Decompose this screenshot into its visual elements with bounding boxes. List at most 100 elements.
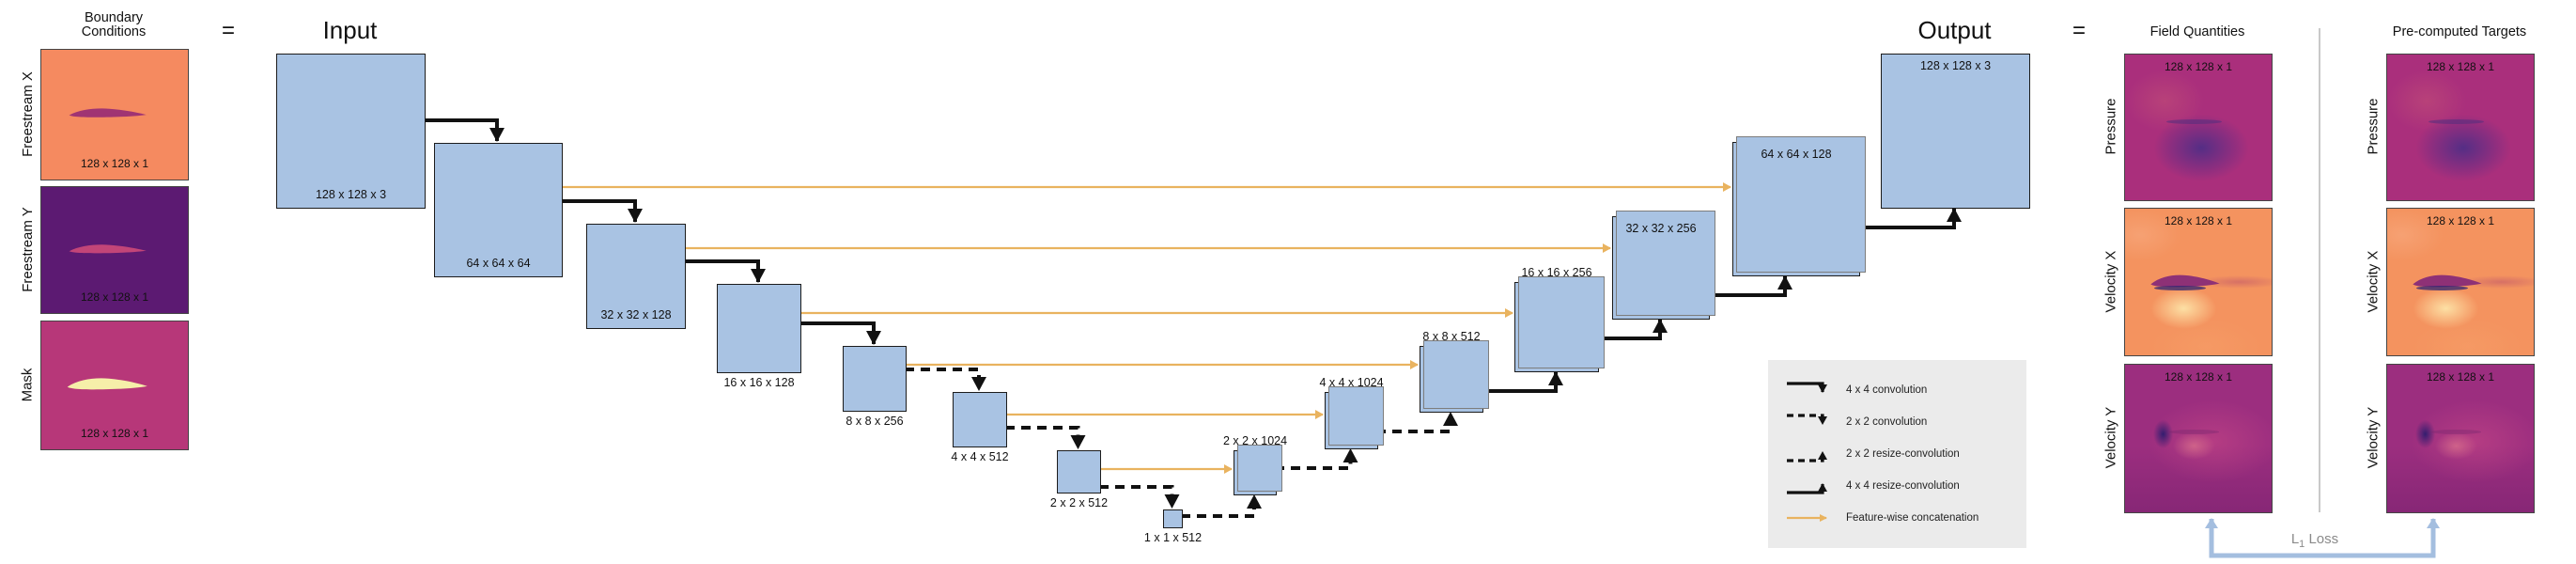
legend-box: 4 x 4 convolution 2 x 2 convolution 2 x … [1768,360,2026,548]
block-dims: 16 x 16 x 128 [723,376,795,389]
output-title: Output [1917,16,1992,44]
dims-label: 128 x 128 x 1 [2164,370,2233,384]
arrow-conv4-enc16-enc8 [799,321,881,345]
fq-velocity-y-image: 128 x 128 x 1 [2124,364,2273,513]
legend-label: 4 x 4 resize-convolution [1846,480,1960,492]
airfoil-shape [2430,430,2481,434]
legend-item-concat: Feature-wise concatenation [1785,502,2026,534]
block-dims: 32 x 32 x 256 [1625,222,1697,235]
arrow-resize2-dec2-dec4 [1275,448,1358,470]
block-dec-64: 64 x 64 x 128 [1732,142,1860,276]
block-dec-16: 16 x 16 x 256 [1514,266,1599,372]
legend-label: Feature-wise concatenation [1846,512,1979,524]
conv4-arrow-icon [1787,382,1827,393]
block-dims: 8 x 8 x 256 [846,415,904,428]
concat-arrow-icon [1787,514,1827,522]
block-dec-2: 2 x 2 x 1024 [1223,434,1287,495]
arrow-conv2-enc2-bottleneck [1099,485,1180,509]
arrow-conv4-enc64-enc32 [561,199,643,223]
block-enc-64: 64 x 64 x 64 [434,143,563,277]
freestream-x-image: 128 x 128 x 1 [40,49,189,180]
mask-image: 128 x 128 x 1 [40,321,189,450]
block-input: 128 x 128 x 3 [276,54,426,209]
freestream-x-label: Freestream X [19,70,36,157]
dims-label: 128 x 128 x 1 [80,290,149,304]
airfoil-underside-shade [2154,285,2206,291]
block-dims: 2 x 2 x 512 [1049,496,1109,509]
dims-label: 128 x 128 x 1 [2426,370,2495,384]
pt-velocity-y-image: 128 x 128 x 1 [2386,364,2535,513]
freestream-y-image: 128 x 128 x 1 [40,186,189,314]
dims-label: 128 x 128 x 1 [2426,60,2495,73]
legend-item-resize4: 4 x 4 resize-convolution [1785,470,2026,502]
airfoil-shape [2168,430,2219,434]
equals-sign-left: = [221,18,235,43]
fq-velocity-x-label: Velocity X [2103,250,2119,312]
field-quantities-title: Field Quantities [2149,24,2245,39]
arrow-resize4-dec16-dec32 [1597,319,1668,340]
freestream-y-label: Freestream Y [19,206,36,292]
airfoil-shape [2165,118,2222,125]
block-dims: 64 x 64 x 128 [1761,148,1832,161]
boundary-title-line2: Conditions [81,24,147,39]
equals-sign-right: = [2072,18,2086,43]
mask-label: Mask [19,368,36,401]
legend-label: 2 x 2 convolution [1846,416,1928,428]
arrow-resize4-dec64-output [1858,208,1962,229]
airfoil-shape [67,378,147,390]
legend-item-resize2: 2 x 2 resize-convolution [1785,438,2026,470]
airfoil-underside-shade [2416,285,2468,291]
arrow-resize2-dec4-dec8 [1376,412,1458,433]
legend-label: 4 x 4 convolution [1846,384,1928,396]
pt-pressure-image: 128 x 128 x 1 [2386,54,2535,201]
block-dec-8: 8 x 8 x 512 [1420,330,1483,413]
block-dims: 2 x 2 x 1024 [1222,434,1288,447]
block-dims: 32 x 32 x 128 [600,308,672,321]
conv2-arrow-icon [1787,414,1827,425]
pt-velocity-x-image: 128 x 128 x 1 [2386,208,2535,356]
airfoil-shape [69,243,147,253]
pt-velocity-x-label: Velocity X [2365,250,2382,312]
block-enc-16: 16 x 16 x 128 [717,284,801,389]
dims-label: 128 x 128 x 1 [2426,214,2495,227]
block-output: 128 x 128 x 3 [1881,54,2030,209]
legend-item-conv4: 4 x 4 convolution [1785,374,2026,406]
block-dec-32: 32 x 32 x 256 [1612,216,1710,320]
boundary-conditions-title: Boundary Conditions [40,11,187,39]
airfoil-shape [2150,274,2220,287]
arrow-conv4-enc32-enc16 [684,259,766,283]
dims-label: 128 x 128 x 1 [80,427,149,440]
block-dims: 16 x 16 x 256 [1521,266,1592,279]
airfoil-shape [2413,274,2482,287]
fq-velocity-x-image: 128 x 128 x 1 [2124,208,2273,356]
arrow-resize4-dec32-dec64 [1708,275,1792,297]
l1-loss-label: L1 Loss [2290,531,2339,550]
block-dims: 128 x 128 x 3 [315,188,387,201]
input-title: Input [322,16,378,44]
dims-label: 128 x 128 x 1 [80,157,149,170]
block-enc-8: 8 x 8 x 256 [843,346,907,428]
block-enc-32: 32 x 32 x 128 [586,224,686,329]
pt-velocity-y-label: Velocity Y [2365,406,2382,469]
resize2-arrow-icon [1787,451,1827,462]
precomputed-targets-title: Pre-computed Targets [2392,24,2527,39]
arrow-conv2-enc8-enc4 [905,368,986,391]
column-divider [2319,28,2320,512]
block-enc-2: 2 x 2 x 512 [1050,450,1108,509]
block-dims: 128 x 128 x 3 [1919,59,1992,72]
boundary-title-line1: Boundary [84,10,144,25]
dims-label: 128 x 128 x 1 [2164,60,2233,73]
block-dims: 4 x 4 x 512 [951,450,1009,463]
pt-pressure-label: Pressure [2365,98,2382,155]
fq-pressure-image: 128 x 128 x 1 [2124,54,2273,201]
block-dims: 1 x 1 x 512 [1143,531,1203,544]
arrow-conv4-input-enc64 [424,118,504,142]
block-dims: 64 x 64 x 64 [466,257,531,270]
legend-label: 2 x 2 resize-convolution [1846,448,1960,460]
arrow-resize4-dec8-dec16 [1482,371,1563,393]
fq-pressure-label: Pressure [2103,98,2119,155]
airfoil-shape [69,108,147,118]
fq-velocity-y-label: Velocity Y [2103,406,2119,469]
airfoil-shape [2428,118,2484,125]
